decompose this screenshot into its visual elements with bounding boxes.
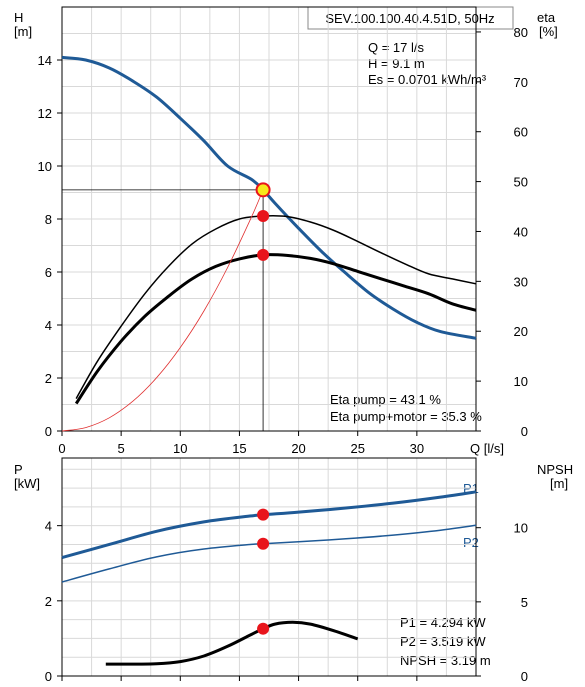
p1-operating-point: [257, 508, 270, 521]
annotation-es: Es = 0.0701 kWh/m³: [368, 72, 487, 87]
top-right-tick-label: 0: [521, 424, 528, 439]
top-x-tick-label: 20: [291, 441, 305, 456]
top-left-tick-label: 10: [38, 159, 52, 174]
top-left-tick-label: 14: [38, 53, 52, 68]
top-right-tick-label: 10: [514, 374, 528, 389]
bottom-series-NPSH: [105, 620, 359, 666]
top-right-tick-label: 40: [514, 224, 528, 239]
eta-pump-motor-operating-point: [257, 248, 270, 261]
p2-operating-point: [257, 537, 270, 550]
top-x-tick-label: 0: [58, 441, 65, 456]
top-left-axis-title: H: [14, 10, 23, 25]
top-right-tick-label: 50: [514, 175, 528, 190]
annotation-q: Q = 17 l/s: [368, 40, 424, 55]
bottom-left-tick-label: 4: [45, 519, 52, 534]
bottom-left-tick-label: 0: [45, 669, 52, 684]
bottom-right-tick-label: 5: [521, 595, 528, 610]
x-axis-label: Q [l/s]: [470, 441, 504, 456]
top-left-tick-label: 4: [45, 318, 52, 333]
top-grid: [62, 7, 476, 431]
annotation-eta-pump-motor: Eta pump+motor = 35.3 %: [330, 409, 482, 424]
bottom-left-axis-title: P: [14, 462, 23, 477]
top-series-eta-pump-motor: [74, 253, 477, 405]
npsh-operating-point: [257, 622, 270, 635]
top-left-tick-label: 8: [45, 212, 52, 227]
bottom-right-tick-label: 0: [521, 669, 528, 684]
annotation-p1: P1 = 4.294 kW: [400, 615, 486, 630]
top-x-tick-label: 25: [350, 441, 364, 456]
top-right-axis-title: eta: [537, 10, 556, 25]
top-right-tick-label: 70: [514, 75, 528, 90]
top-right-tick-label: 30: [514, 274, 528, 289]
top-left-axis-unit: [m]: [14, 24, 32, 39]
top-x-tick-label: 10: [173, 441, 187, 456]
bottom-left-tick-label: 2: [45, 594, 52, 609]
bottom-grid: [62, 458, 476, 676]
head-operating-point: [255, 182, 271, 198]
top-info-box: SEV.100.100.40.4.51D, 50Hz: [307, 6, 514, 30]
annotation-h: H = 9.1 m: [368, 56, 425, 71]
bottom-plot-frame: [61, 457, 477, 677]
legend-p2: P2: [463, 535, 479, 550]
top-left-tick-label: 2: [45, 371, 52, 386]
annotation-p2: P2 = 3.519 kW: [400, 634, 486, 649]
top-right-tick-label: 20: [514, 324, 528, 339]
bottom-right-tick-label: 10: [514, 521, 528, 536]
eta-pump-operating-point: [257, 210, 270, 223]
top-right-axis-unit: [%]: [539, 24, 558, 39]
top-series-system-curve: [61, 189, 264, 432]
top-right-tick-label: 80: [514, 25, 528, 40]
bottom-chart: P [kW] NPSH [m] P1 P2 P1 = 4.294 kW P2 =…: [14, 462, 573, 668]
top-left-tick-label: 12: [38, 106, 52, 121]
top-left-tick-label: 6: [45, 265, 52, 280]
top-x-tick-label: 5: [118, 441, 125, 456]
annotation-npsh: NPSH = 3.19 m: [400, 653, 491, 668]
top-left-tick-label: 0: [45, 424, 52, 439]
top-right-tick-label: 60: [514, 125, 528, 140]
chart-title: SEV.100.100.40.4.51D, 50Hz: [325, 11, 494, 26]
bottom-left-axis-unit: [kW]: [14, 476, 40, 491]
bottom-right-axis-title: NPSH: [537, 462, 573, 477]
bottom-right-axis-unit: [m]: [550, 476, 568, 491]
top-x-tick-label: 15: [232, 441, 246, 456]
top-x-tick-label: 30: [410, 441, 424, 456]
top-series-eta-pump: [75, 214, 477, 399]
